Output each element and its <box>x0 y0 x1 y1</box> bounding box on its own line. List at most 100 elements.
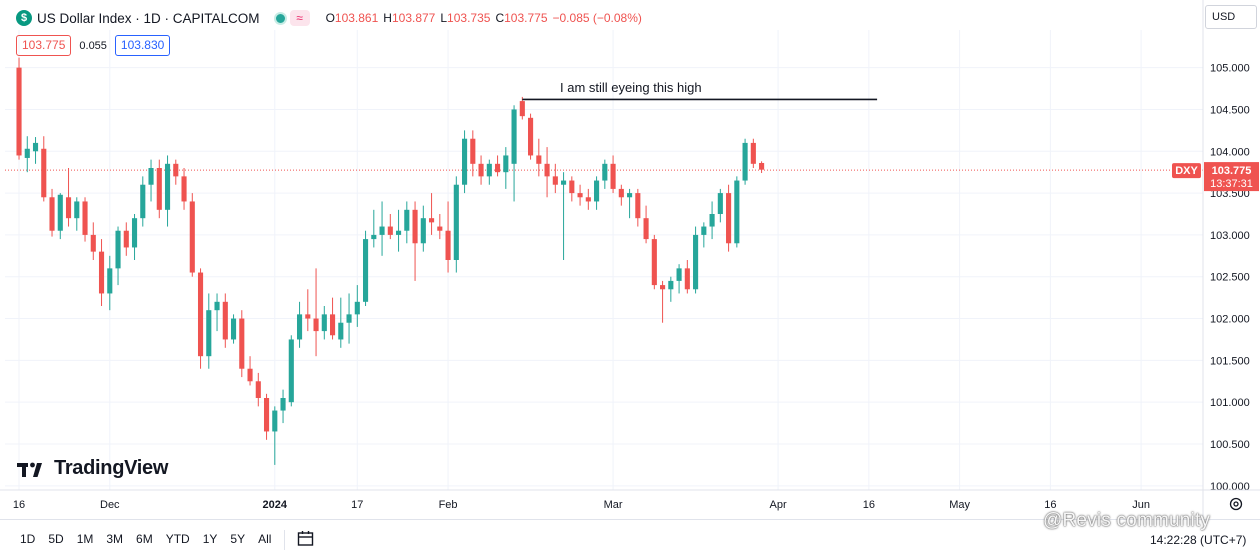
candle-body <box>288 339 294 403</box>
last-price-value: 103.775 <box>1212 165 1252 177</box>
candle <box>503 147 509 189</box>
candle-body <box>453 184 459 260</box>
candle-body <box>759 162 765 170</box>
range-button-ytd[interactable]: YTD <box>165 532 190 546</box>
candle <box>222 293 228 348</box>
candle <box>387 214 393 240</box>
candle <box>230 314 237 344</box>
candle <box>90 222 96 260</box>
candle-body <box>552 176 558 185</box>
dollar-sign-icon[interactable]: $ <box>16 10 32 26</box>
time-tick-label: 16 <box>863 499 875 511</box>
candle-body <box>726 193 732 244</box>
range-button-5d[interactable]: 5D <box>48 532 64 546</box>
candle <box>123 222 129 256</box>
symbol-title[interactable]: US Dollar Index · 1D · CAPITALCOM <box>37 10 260 26</box>
candle <box>338 297 344 348</box>
candle <box>362 230 369 306</box>
candle-body <box>305 314 311 319</box>
candle <box>148 159 154 202</box>
annotation-text[interactable]: I am still eyeing this high <box>560 80 702 95</box>
candle <box>131 214 138 260</box>
candle-body <box>643 218 649 240</box>
candle-body <box>594 180 600 202</box>
candle <box>561 172 567 260</box>
candle <box>189 193 195 277</box>
time-tick-label: 17 <box>351 499 363 511</box>
candle-body <box>148 168 154 185</box>
candle <box>181 168 187 210</box>
candle-body <box>561 180 567 185</box>
candle-body <box>396 230 402 235</box>
price-tick-label: 101.000 <box>1210 397 1250 409</box>
range-button-6m[interactable]: 6M <box>136 532 153 546</box>
range-button-1y[interactable]: 1Y <box>202 532 218 546</box>
candle <box>197 268 204 369</box>
candle-body <box>437 226 443 231</box>
market-open-icon[interactable] <box>273 11 287 25</box>
candle <box>544 147 550 198</box>
bar-countdown: 13:37:31 <box>1210 178 1253 190</box>
range-button-3m[interactable]: 3M <box>106 532 124 546</box>
candle-body <box>239 318 245 369</box>
candle-body <box>627 193 633 198</box>
price-tick-label: 100.500 <box>1210 439 1250 451</box>
community-watermark: @Revis community <box>1043 510 1211 531</box>
buy-button[interactable]: 103.830 <box>114 35 171 56</box>
candle-body <box>577 193 583 198</box>
candle-body <box>462 138 468 185</box>
candle <box>24 136 30 173</box>
time-tick-label: Apr <box>770 499 787 511</box>
candle-body <box>511 109 517 164</box>
candle-body <box>354 301 360 315</box>
range-button-1d[interactable]: 1D <box>20 532 36 546</box>
candle-body <box>412 209 418 244</box>
candle <box>288 335 294 407</box>
tradingview-logo[interactable]: TradingView <box>17 457 168 480</box>
price-change: −0.085 (−0.08%) <box>552 11 642 25</box>
candle-body <box>429 218 435 223</box>
clock-timezone[interactable]: 14:22:28 (UTC+7) <box>1150 533 1247 547</box>
range-button-all[interactable]: All <box>258 532 272 546</box>
candle <box>610 155 616 194</box>
candle <box>49 188 55 237</box>
range-button-1m[interactable]: 1M <box>76 532 94 546</box>
candle <box>635 188 641 227</box>
candle <box>57 193 63 240</box>
candle <box>255 372 261 407</box>
candle <box>305 289 311 332</box>
candle-body <box>362 239 369 302</box>
candle <box>82 197 88 242</box>
candle-body <box>445 230 451 260</box>
candle <box>214 293 220 332</box>
gear-icon[interactable] <box>1228 496 1244 512</box>
candle-body <box>420 218 426 244</box>
candle <box>379 201 385 256</box>
currency-selector[interactable]: USD <box>1205 5 1257 29</box>
sell-button[interactable]: 103.775 <box>16 35 72 56</box>
price-axis[interactable]: 100.000 100.500 101.000 101.500 102.000 102.5… <box>1202 0 1250 519</box>
calendar-range-icon[interactable] <box>296 529 316 549</box>
candle-body <box>668 280 674 290</box>
candle-body <box>486 163 492 177</box>
candle <box>296 301 303 348</box>
candle <box>98 239 105 306</box>
candle <box>107 255 113 311</box>
candle-body <box>585 197 591 202</box>
candle <box>486 159 492 185</box>
time-tick-label: 16 <box>13 499 25 511</box>
ohlc-values: O103.861 H103.877 L103.735 C103.775 −0.0… <box>325 11 642 25</box>
candle <box>618 184 624 206</box>
candle <box>16 57 22 160</box>
time-axis[interactable]: 16 Dec 2024 17 Feb Mar Apr 16 May 16 Jun <box>0 489 1260 511</box>
candle-body <box>16 67 22 156</box>
price-tick-label: 104.500 <box>1210 104 1250 116</box>
wave-icon[interactable]: ≈ <box>289 10 310 26</box>
range-button-5y[interactable]: 5Y <box>230 532 246 546</box>
bottom-toolbar: 1D 5D 1M 3M 6M YTD 1Y 5Y All 14:22:28 (UTC+7) <box>0 519 1260 559</box>
candle <box>519 96 525 120</box>
candle <box>396 209 402 252</box>
candle <box>74 197 80 231</box>
